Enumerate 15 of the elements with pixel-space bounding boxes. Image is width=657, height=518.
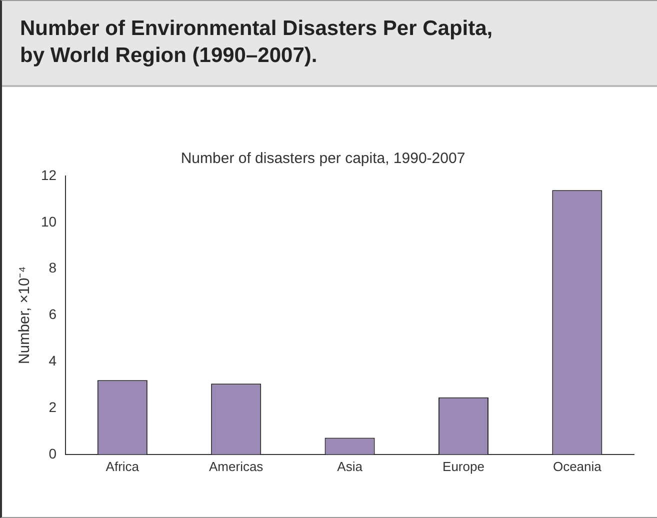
y-axis-title: Number, ×10⁻⁴ bbox=[16, 266, 34, 364]
y-tick-label: 8 bbox=[48, 260, 57, 276]
x-tick-label: Asia bbox=[337, 458, 364, 474]
x-tick-label: Oceania bbox=[552, 458, 602, 474]
y-tick-label: 10 bbox=[40, 213, 57, 230]
chart-subtitle: Number of disasters per capita, 1990-2007 bbox=[180, 150, 466, 168]
y-tick-label: 0 bbox=[48, 445, 57, 462]
y-tick-label: 6 bbox=[48, 306, 57, 322]
y-tick-label: 2 bbox=[48, 398, 57, 415]
x-tick-label: Americas bbox=[209, 458, 264, 474]
y-tick-label: 4 bbox=[48, 352, 57, 368]
y-tick-label: 12 bbox=[40, 166, 57, 183]
chart-title: Number of Environmental Disasters Per Capita, by World Region (1990–2007). bbox=[20, 16, 494, 69]
x-tick-label: Africa bbox=[106, 458, 140, 474]
x-tick-label: Europe bbox=[442, 458, 484, 474]
